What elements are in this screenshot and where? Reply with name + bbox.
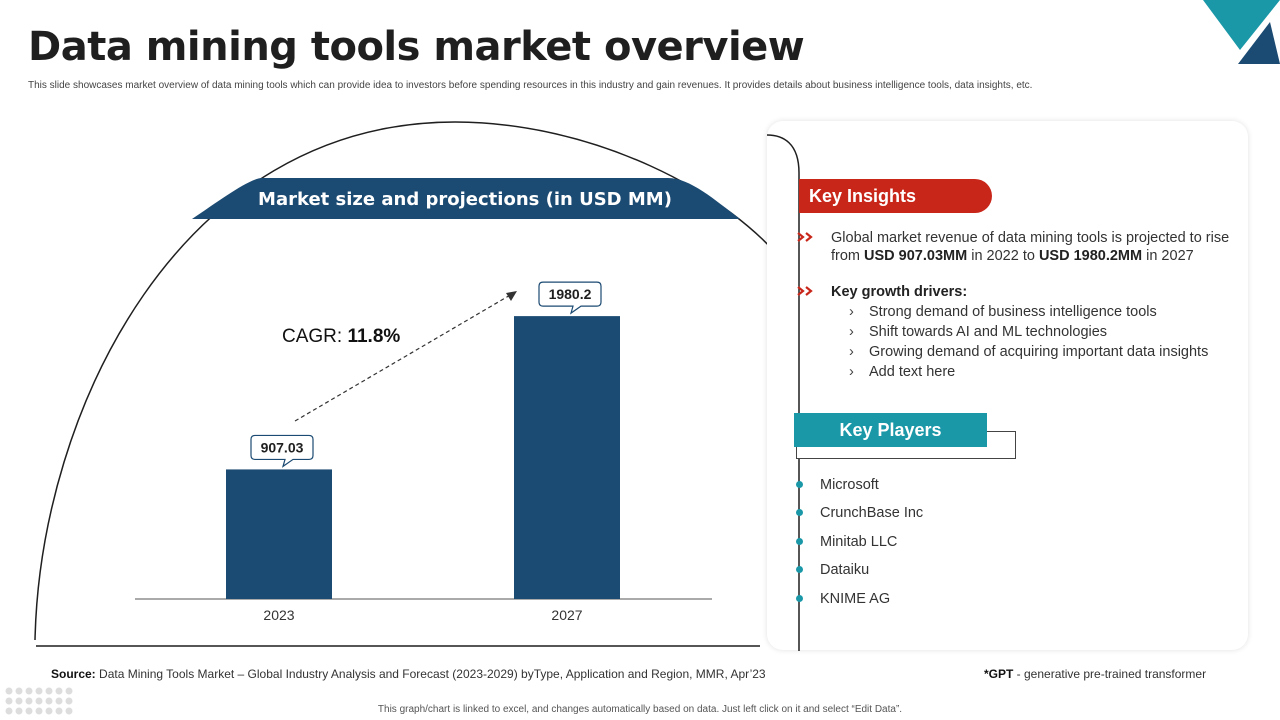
cagr-arrowhead	[506, 291, 517, 301]
driver-text: Strong demand of business intelligence t…	[869, 304, 1157, 320]
insight-bold-2027: USD 1980.2MM	[1038, 248, 1143, 264]
chart-title: Market size and projections (in USD MM)	[258, 189, 672, 210]
drivers-title: Key growth drivers:	[831, 283, 967, 301]
gpt-note-text: - generative pre-trained transformer	[1013, 667, 1207, 681]
chevron-right-icon: ›	[849, 304, 854, 320]
key-insights-header: Key Insights	[799, 179, 992, 213]
data-label: 907.03	[261, 439, 304, 455]
insight-revenue: Global market revenue of data mining too…	[831, 229, 1231, 265]
insight-bold-2022: USD 907.03MM	[864, 248, 968, 264]
driver-text: Add text here	[869, 364, 956, 380]
corner-triangle-teal	[1203, 0, 1280, 50]
source-label: Source:	[51, 667, 96, 681]
player-bullet-icon	[796, 566, 803, 573]
driver-item: › Add text here	[849, 364, 955, 380]
chevron-right-icon: ›	[849, 364, 854, 380]
dot-grid-decoration	[5, 687, 73, 715]
panel-divider	[766, 134, 800, 651]
driver-text: Growing demand of acquiring important da…	[869, 344, 1209, 360]
player-bullet-icon	[796, 595, 803, 602]
key-players-header: Key Players	[794, 413, 987, 447]
player-item: CrunchBase Inc	[820, 505, 924, 521]
cagr-text: CAGR: 11.8%	[282, 326, 400, 348]
data-label-callout	[250, 434, 314, 468]
drivers-arrow-icon	[797, 286, 813, 296]
chevron-right-icon: ›	[849, 344, 854, 360]
page-title: Data mining tools market overview	[28, 24, 805, 70]
x-tick-label: 2027	[551, 607, 582, 623]
chart-title-banner	[192, 178, 740, 219]
footer-note: This graph/chart is linked to excel, and…	[377, 704, 903, 715]
data-label-callout	[538, 281, 602, 315]
driver-item: › Growing demand of acquiring important d…	[849, 344, 1208, 360]
source-note: Source: Data Mining Tools Market – Globa…	[51, 667, 766, 681]
insight-text-part: Global market revenue of data mining too…	[831, 230, 1230, 264]
cagr-arrow	[294, 293, 513, 422]
chevron-right-icon: ›	[849, 324, 854, 340]
market-chart: Market size and projections (in USD MM) …	[34, 121, 791, 647]
drivers-title-text: Key growth drivers:	[831, 284, 968, 300]
cagr-value: 11.8%	[347, 326, 401, 347]
corner-decoration	[1203, 0, 1280, 64]
driver-item: › Strong demand of business intelligence …	[849, 304, 1157, 320]
player-item: Microsoft	[820, 477, 879, 493]
driver-item: › Shift towards AI and ML technologies	[849, 324, 1107, 340]
corner-triangle-navy	[1238, 22, 1280, 64]
player-bullet-icon	[796, 509, 803, 516]
driver-text: Shift towards AI and ML technologies	[869, 324, 1108, 340]
source-text: Data Mining Tools Market – Global Indust…	[99, 667, 766, 681]
player-item: KNIME AG	[820, 591, 891, 607]
page-subtitle: This slide showcases market overview of …	[28, 80, 1033, 91]
bar-2027	[514, 316, 620, 599]
x-tick-label: 2023	[263, 607, 294, 623]
data-label: 1980.2	[549, 286, 592, 302]
player-item: Dataiku	[820, 562, 870, 578]
player-item: Minitab LLC	[820, 534, 898, 550]
insight-text-part: in 2022 to	[967, 248, 1039, 264]
gpt-note: *GPT - generative pre-trained transforme…	[984, 667, 1206, 681]
player-bullet-icon	[796, 481, 803, 488]
insight-text-part: in 2027	[1142, 248, 1194, 264]
gpt-note-bold: *GPT	[984, 667, 1014, 681]
bar-2023	[226, 469, 332, 599]
cagr-label: CAGR:	[282, 326, 343, 347]
player-bullet-icon	[796, 538, 803, 545]
insight-arrow-icon	[797, 232, 813, 242]
